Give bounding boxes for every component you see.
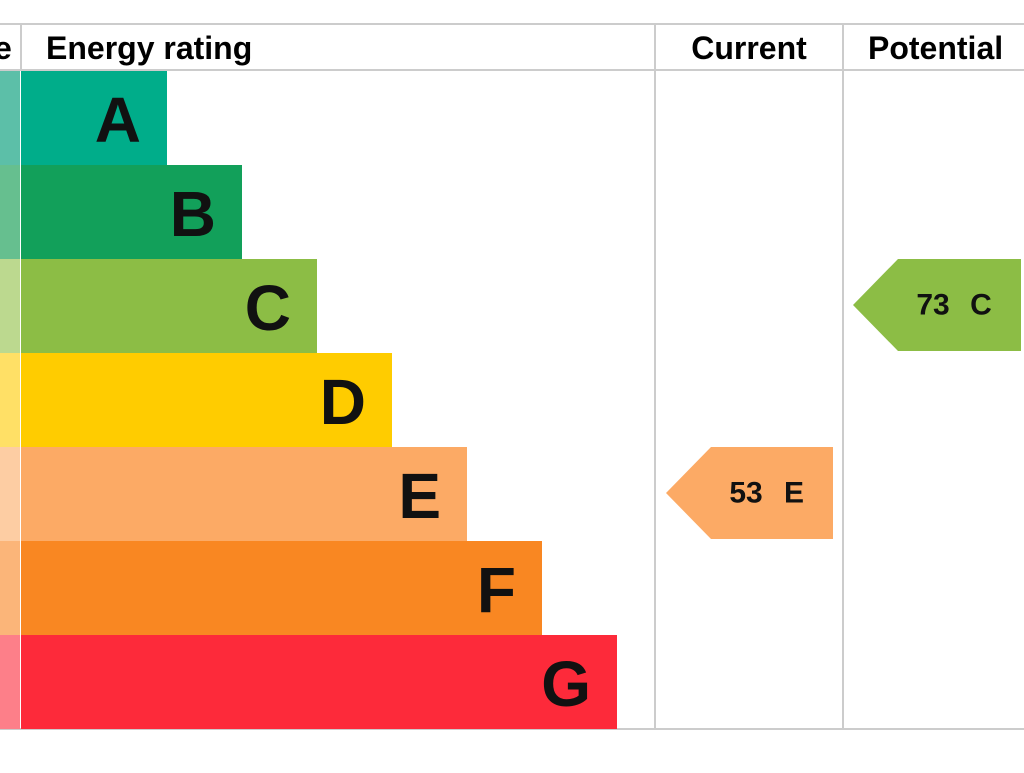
rating-band: [21, 635, 617, 729]
score-cell: [0, 353, 20, 447]
band-letter: F: [477, 554, 516, 626]
rating-band: [21, 165, 242, 259]
potential-arrow: [853, 259, 1021, 351]
header-current: Current: [691, 30, 807, 66]
current-arrow: [666, 447, 833, 539]
band-letter: G: [541, 648, 591, 720]
header-rating: Energy rating: [46, 30, 252, 66]
rating-band: [21, 71, 167, 165]
header-score: e: [0, 30, 12, 66]
score-cell: [0, 71, 20, 165]
band-letter: B: [170, 178, 216, 250]
score-cell: [0, 447, 20, 541]
rating-band: [21, 541, 542, 635]
current-letter: E: [784, 477, 804, 510]
header-potential: Potential: [868, 30, 1003, 66]
band-letter: D: [320, 366, 366, 438]
current-value: 53: [729, 477, 762, 510]
rating-band: [21, 447, 467, 541]
band-letter: E: [398, 460, 441, 532]
score-cell: [0, 541, 20, 635]
band-letter: C: [245, 272, 291, 344]
rating-band: [21, 259, 317, 353]
rating-band: [21, 353, 392, 447]
band-letter: A: [95, 84, 141, 156]
score-cell: [0, 635, 20, 729]
score-cell: [0, 259, 20, 353]
score-cell: [0, 165, 20, 259]
potential-value: 73: [916, 289, 949, 322]
potential-letter: C: [970, 289, 992, 322]
